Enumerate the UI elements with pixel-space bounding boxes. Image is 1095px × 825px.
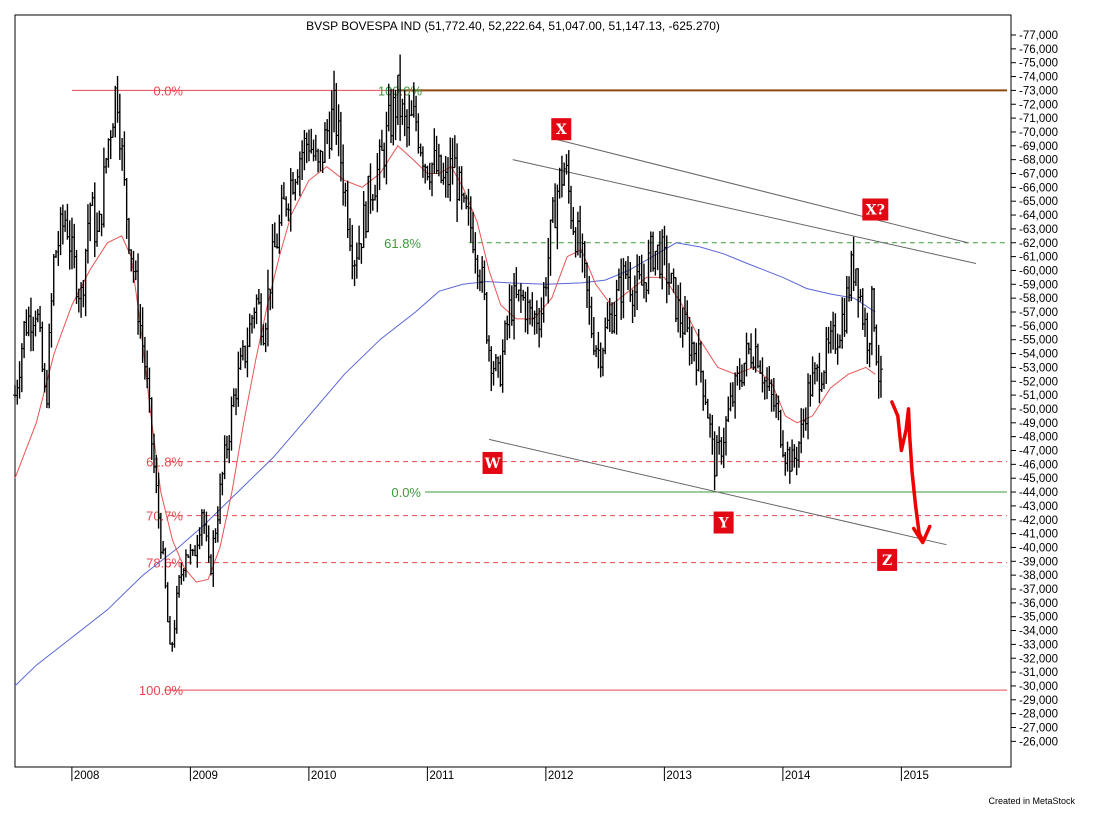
wave-label-box xyxy=(482,451,503,474)
y-tick-label: -59,000 xyxy=(1019,279,1058,291)
y-tick-label: -35,000 xyxy=(1019,612,1058,624)
fib-left-label: 0.0% xyxy=(153,83,183,98)
y-tick-label: -42,000 xyxy=(1019,515,1058,527)
fib-right-label: 0.0% xyxy=(391,485,421,500)
y-tick-label: -75,000 xyxy=(1019,58,1058,70)
x-tick-label: 2015 xyxy=(903,770,929,782)
fib-left-label: 70.7% xyxy=(146,509,183,524)
y-tick-label: -39,000 xyxy=(1019,556,1058,568)
wave-label-text: Z xyxy=(882,553,892,569)
y-tick-label: -34,000 xyxy=(1019,626,1058,638)
y-axis: -26,000-27,000 -28,000 -29,000 -30,000 -31,0… xyxy=(1011,30,1058,748)
y-tick-label: -56,000 xyxy=(1019,321,1058,333)
y-tick-label: -43,000 xyxy=(1019,501,1058,513)
wave-label-box xyxy=(862,198,889,221)
y-tick-label: -53,000 xyxy=(1019,362,1058,374)
long-moving-average-line xyxy=(14,242,876,687)
y-tick-label: -58,000 xyxy=(1019,293,1058,305)
y-tick-label: -45,000 xyxy=(1019,473,1058,485)
y-tick-label: -51,000 xyxy=(1019,390,1058,402)
y-tick-label: -63,000 xyxy=(1019,224,1058,236)
price-bars-layer xyxy=(13,54,883,652)
y-tick-label: -77,000 xyxy=(1019,30,1058,42)
wave-label-box xyxy=(713,511,734,534)
y-tick-label: -49,000 xyxy=(1019,418,1058,430)
y-tick-label: -36,000 xyxy=(1019,598,1058,610)
channel-upper-line xyxy=(554,138,968,244)
y-tick-label: -65,000 xyxy=(1019,196,1058,208)
wave-label-box xyxy=(877,548,898,571)
y-tick-label: -41,000 xyxy=(1019,529,1058,541)
y-tick-label: -48,000 xyxy=(1019,432,1058,444)
y-tick-label: -46,000 xyxy=(1019,459,1058,471)
y-tick-label: -27,000 xyxy=(1019,723,1058,735)
y-tick-label: -47,000 xyxy=(1019,446,1058,458)
x-tick-label: 2010 xyxy=(311,770,337,782)
x-tick-label: 2011 xyxy=(429,770,454,782)
x-axis: 2008 2009 2010 2011 2012 2013 2014 2015 xyxy=(71,767,929,782)
y-tick-label: -37,000 xyxy=(1019,584,1058,596)
projection-arrowhead xyxy=(911,524,932,545)
y-tick-label: -32,000 xyxy=(1019,653,1058,665)
wave-label-text: W xyxy=(484,456,501,472)
wave-label-text: X xyxy=(556,122,567,138)
y-tick-label: -76,000 xyxy=(1019,44,1058,56)
fib-right-label: 61.8% xyxy=(384,236,421,251)
y-tick-label: -30,000 xyxy=(1019,681,1058,693)
y-tick-label: -64,000 xyxy=(1019,210,1058,222)
y-tick-label: -68,000 xyxy=(1019,155,1058,167)
fib-left-label: 100.0% xyxy=(139,683,184,698)
chart-title: BVSP BOVESPA IND (51,772.40, 52,222.64, … xyxy=(306,19,720,33)
wave-label-text: Y xyxy=(718,516,730,532)
y-tick-label: -50,000 xyxy=(1019,404,1058,416)
trend-channel-layer xyxy=(488,138,977,546)
y-tick-label: -26,000 xyxy=(1019,736,1058,748)
x-tick-label: 2009 xyxy=(192,770,218,782)
y-tick-label: -28,000 xyxy=(1019,709,1058,721)
y-tick-label: -33,000 xyxy=(1019,639,1058,651)
y-tick-label: -60,000 xyxy=(1019,265,1058,277)
y-tick-label: -74,000 xyxy=(1019,72,1058,84)
y-tick-label: -31,000 xyxy=(1019,667,1058,679)
y-tick-label: -44,000 xyxy=(1019,487,1058,499)
projection-layer xyxy=(890,400,932,545)
metastock-credit: Created in MetaStock xyxy=(988,796,1075,806)
wave-labels-layer: X W Y X? Z xyxy=(482,118,898,571)
y-tick-label: -67,000 xyxy=(1019,169,1058,181)
channel-lower-line xyxy=(488,438,947,546)
y-tick-label: -72,000 xyxy=(1019,99,1058,111)
y-tick-label: -73,000 xyxy=(1019,85,1058,97)
projection-path xyxy=(890,400,925,543)
y-tick-label: -57,000 xyxy=(1019,307,1058,319)
y-tick-label: -52,000 xyxy=(1019,376,1058,388)
y-tick-label: -54,000 xyxy=(1019,349,1058,361)
wave-label-box xyxy=(551,118,572,141)
x-tick-label: 2013 xyxy=(666,770,692,782)
wave-label-text: X? xyxy=(866,203,885,219)
x-tick-label: 2008 xyxy=(74,770,100,782)
fibonacci-layer: 0.0%61.8%70.7%78.6%100.0%100.0%61.8%0.0% xyxy=(71,83,1007,698)
y-tick-label: -29,000 xyxy=(1019,695,1058,707)
y-tick-label: -40,000 xyxy=(1019,542,1058,554)
y-tick-label: -55,000 xyxy=(1019,335,1058,347)
x-tick-label: 2014 xyxy=(785,770,811,782)
y-tick-label: -61,000 xyxy=(1019,252,1058,264)
y-tick-label: -62,000 xyxy=(1019,238,1058,250)
x-tick-label: 2012 xyxy=(548,770,574,782)
y-tick-label: -71,000 xyxy=(1019,113,1058,125)
y-tick-label: -38,000 xyxy=(1019,570,1058,582)
y-tick-label: -66,000 xyxy=(1019,182,1058,194)
y-tick-label: -69,000 xyxy=(1019,141,1058,153)
channel-middle-line xyxy=(512,159,977,265)
y-tick-label: -70,000 xyxy=(1019,127,1058,139)
fib-left-label: 61.8% xyxy=(146,455,183,470)
